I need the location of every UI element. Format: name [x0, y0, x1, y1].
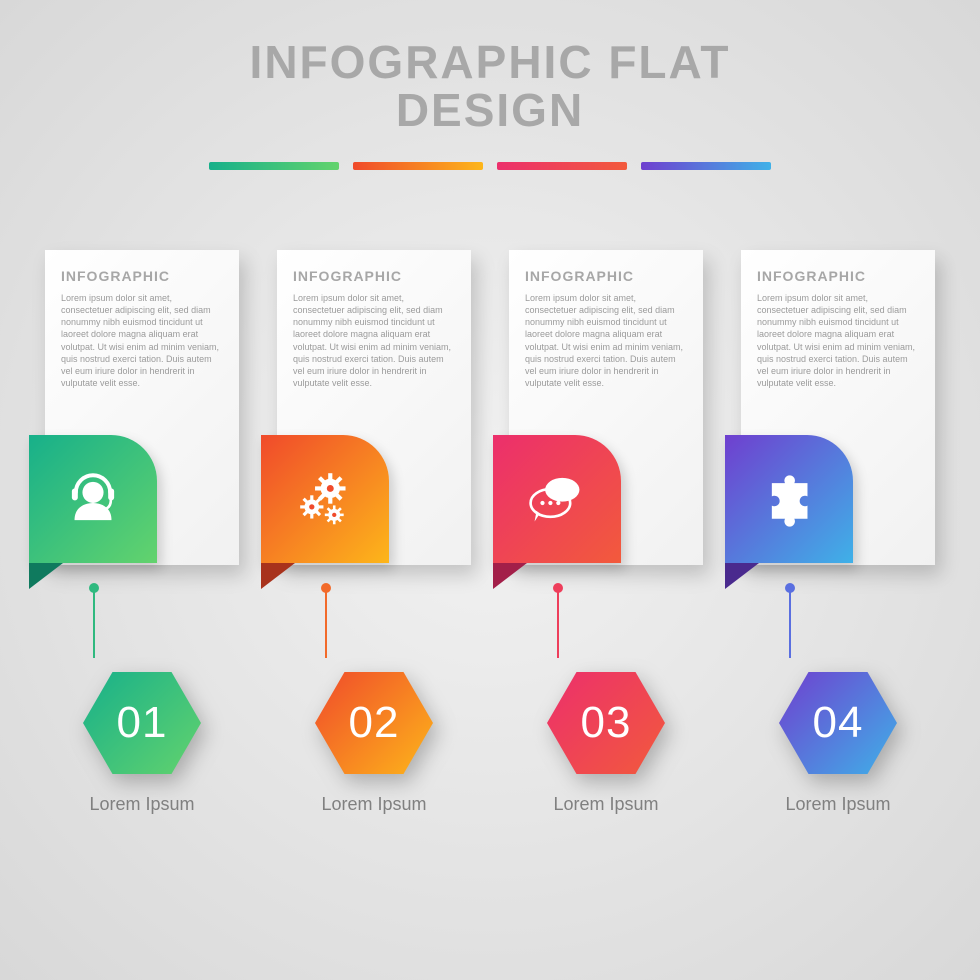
card-body: Lorem ipsum dolor sit amet, consectetuer… [293, 292, 455, 389]
title-underline [209, 162, 771, 170]
tab-notch [261, 563, 295, 589]
card-body: Lorem ipsum dolor sit amet, consectetuer… [757, 292, 919, 389]
column-02: INFOGRAPHIC Lorem ipsum dolor sit amet, c… [277, 250, 471, 565]
icon-tab [29, 435, 157, 563]
step-hexagon: 02 [315, 672, 433, 774]
icon-tab [725, 435, 853, 563]
stage: INFOGRAPHIC FLAT DESIGN INFOGRAPHIC Lorem… [0, 0, 980, 980]
card-body: Lorem ipsum dolor sit amet, consectetuer… [61, 292, 223, 389]
tab-notch [725, 563, 759, 589]
card-title: INFOGRAPHIC [61, 268, 223, 284]
card-title: INFOGRAPHIC [293, 268, 455, 284]
title-line-1: INFOGRAPHIC FLAT [0, 38, 980, 86]
underline-bar-2 [353, 162, 483, 170]
underline-bar-3 [497, 162, 627, 170]
connector [789, 588, 791, 658]
title-line-2: DESIGN [0, 86, 980, 134]
hex-wrap: 02 [315, 672, 433, 774]
step-caption: Lorem Ipsum [785, 794, 890, 815]
icon-tab [493, 435, 621, 563]
step-number: 03 [581, 698, 632, 748]
connector [557, 588, 559, 658]
step-caption: Lorem Ipsum [321, 794, 426, 815]
gears-icon [292, 466, 358, 532]
hex-wrap: 01 [83, 672, 201, 774]
card-title: INFOGRAPHIC [757, 268, 919, 284]
step-number: 02 [349, 698, 400, 748]
chat-bubbles-icon [524, 466, 590, 532]
icon-tab [261, 435, 389, 563]
card-body: Lorem ipsum dolor sit amet, consectetuer… [525, 292, 687, 389]
step-caption: Lorem Ipsum [553, 794, 658, 815]
step-hexagon: 03 [547, 672, 665, 774]
headset-person-icon [60, 466, 126, 532]
tab-notch [493, 563, 527, 589]
column-03: INFOGRAPHIC Lorem ipsum dolor sit amet, c… [509, 250, 703, 565]
step-hexagon: 01 [83, 672, 201, 774]
step-number: 01 [117, 698, 168, 748]
connector [93, 588, 95, 658]
column-01: INFOGRAPHIC Lorem ipsum dolor sit amet, c… [45, 250, 239, 565]
connector [325, 588, 327, 658]
step-hexagon: 04 [779, 672, 897, 774]
page-title: INFOGRAPHIC FLAT DESIGN [0, 38, 980, 135]
column-04: INFOGRAPHIC Lorem ipsum dolor sit amet, c… [741, 250, 935, 565]
tab-notch [29, 563, 63, 589]
columns: INFOGRAPHIC Lorem ipsum dolor sit amet, c… [45, 250, 935, 565]
puzzle-piece-icon [756, 466, 822, 532]
underline-bar-1 [209, 162, 339, 170]
underline-bar-4 [641, 162, 771, 170]
hex-wrap: 04 [779, 672, 897, 774]
hex-wrap: 03 [547, 672, 665, 774]
step-caption: Lorem Ipsum [89, 794, 194, 815]
card-title: INFOGRAPHIC [525, 268, 687, 284]
step-number: 04 [813, 698, 864, 748]
